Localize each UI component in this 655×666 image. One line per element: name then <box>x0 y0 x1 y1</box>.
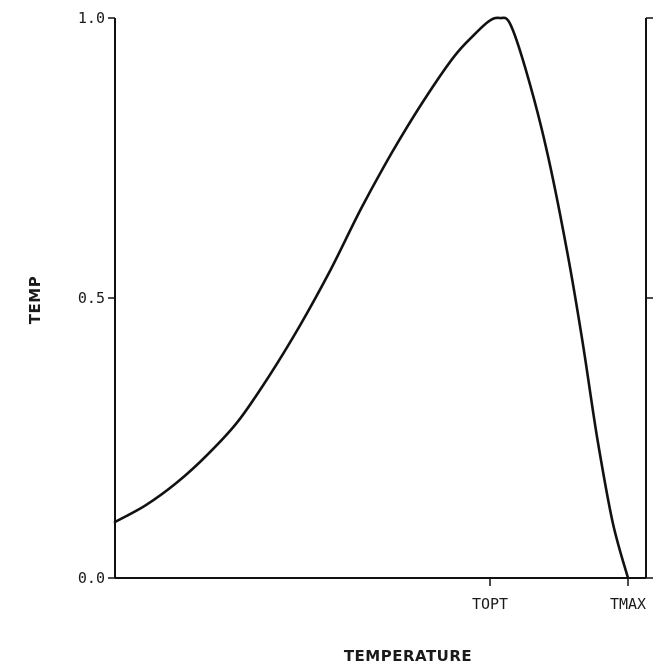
y-tick-label: 0.5 <box>78 289 105 307</box>
y-axis: 0.0 0.5 1.0 <box>78 9 653 587</box>
x-tick-label: TMAX <box>610 595 646 613</box>
series-line <box>113 16 630 580</box>
y-tick-label: 1.0 <box>78 9 105 27</box>
y-tick-label: 0.0 <box>78 569 105 587</box>
y-axis-title: TEMP <box>26 276 44 324</box>
x-axis-title: TEMPERATURE <box>344 647 472 665</box>
plot-frame <box>114 18 647 579</box>
x-tick-label: TOPT <box>472 595 508 613</box>
series-layer <box>113 16 630 580</box>
x-axis: TOPT TMAX <box>472 578 646 613</box>
